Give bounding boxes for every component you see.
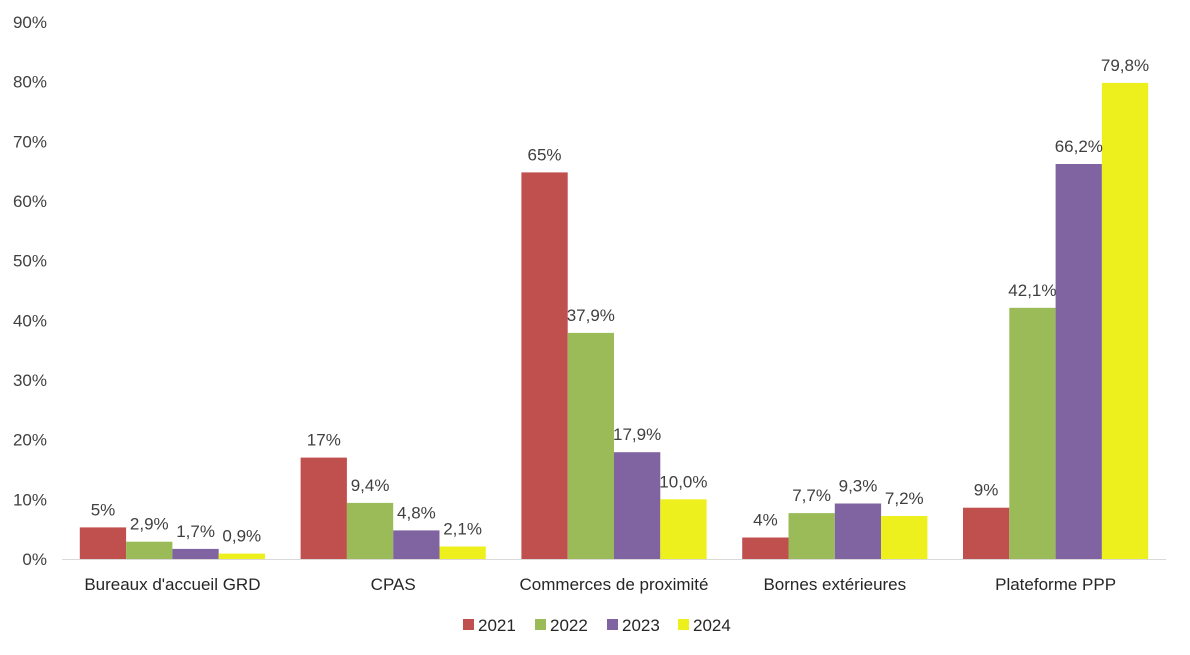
data-label: 4%: [753, 511, 778, 530]
data-label: 9,3%: [839, 477, 878, 496]
bar-2022: [126, 541, 173, 559]
bar-2023: [393, 530, 440, 559]
legend-swatch: [678, 619, 689, 630]
y-tick-label: 40%: [13, 311, 47, 330]
legend-item-2023: 2023: [607, 616, 660, 635]
data-label: 37,9%: [567, 306, 615, 325]
y-tick-label: 80%: [13, 73, 47, 92]
x-category-label: Bureaux d'accueil GRD: [84, 575, 260, 594]
y-tick-label: 0%: [22, 550, 47, 569]
x-category-label: Commerces de proximité: [520, 575, 709, 594]
data-label: 79,8%: [1101, 56, 1149, 75]
bar-2021: [963, 507, 1010, 559]
y-tick-label: 50%: [13, 252, 47, 271]
legend-swatch: [607, 619, 618, 630]
data-label: 17%: [307, 431, 341, 450]
y-axis: 0% 10% 20% 30% 40% 50% 60% 70% 80% 90%: [13, 13, 47, 569]
data-label: 0,9%: [222, 527, 261, 546]
legend-label: 2024: [693, 616, 731, 635]
legend-label: 2023: [622, 616, 660, 635]
legend-swatch: [535, 619, 546, 630]
data-label: 9%: [974, 481, 999, 500]
legend-label: 2021: [478, 616, 516, 635]
legend-item-2021: 2021: [463, 616, 516, 635]
bar-2022: [567, 332, 614, 559]
bars: [79, 82, 1149, 560]
bar-2023: [834, 503, 882, 559]
data-label: 17,9%: [613, 425, 661, 444]
bar-2024: [439, 546, 486, 559]
x-category-label: CPAS: [371, 575, 416, 594]
legend-item-2024: 2024: [678, 616, 731, 635]
y-tick-label: 70%: [13, 132, 47, 151]
x-category-label: Bornes extérieures: [763, 575, 906, 594]
data-label: 65%: [527, 145, 561, 164]
data-label: 2,1%: [443, 520, 482, 539]
bar-2021: [521, 172, 568, 559]
y-tick-label: 10%: [13, 490, 47, 509]
bar-2022: [346, 502, 394, 559]
data-label: 42,1%: [1008, 281, 1056, 300]
bar-2022: [1009, 307, 1056, 559]
bar-2023: [1055, 164, 1102, 559]
x-category-label: Plateforme PPP: [995, 575, 1116, 594]
bar-2024: [1101, 82, 1149, 560]
data-label: 5%: [91, 500, 116, 519]
legend: 2021 2022 2023 2024: [463, 616, 731, 635]
bar-2021: [79, 527, 127, 559]
data-label: 9,4%: [351, 476, 390, 495]
x-axis: Bureaux d'accueil GRD CPAS Commerces de pr…: [84, 575, 1116, 594]
data-label: 7,7%: [792, 486, 831, 505]
bar-2023: [614, 452, 661, 559]
bar-2024: [218, 553, 265, 559]
data-labels: 5% 2,9% 1,7% 0,9% 17% 9,4% 4,8% 2,1% 65% 37,9% 17,…: [91, 56, 1149, 546]
data-label: 7,2%: [885, 489, 924, 508]
legend-item-2022: 2022: [535, 616, 588, 635]
y-tick-label: 90%: [13, 13, 47, 32]
y-tick-label: 30%: [13, 371, 47, 390]
bar-2022: [788, 513, 835, 559]
data-label: 1,7%: [176, 522, 215, 541]
bar-2024: [881, 516, 928, 559]
data-label: 2,9%: [130, 515, 169, 534]
data-label: 4,8%: [397, 503, 436, 522]
y-tick-label: 20%: [13, 431, 47, 450]
data-label: 10,0%: [659, 472, 707, 491]
y-tick-label: 60%: [13, 192, 47, 211]
bar-2021: [300, 457, 347, 559]
bar-2024: [660, 499, 707, 559]
legend-swatch: [463, 619, 474, 630]
data-label: 66,2%: [1055, 137, 1103, 156]
bar-2021: [742, 537, 789, 559]
bar-2023: [172, 548, 219, 559]
legend-label: 2022: [550, 616, 588, 635]
